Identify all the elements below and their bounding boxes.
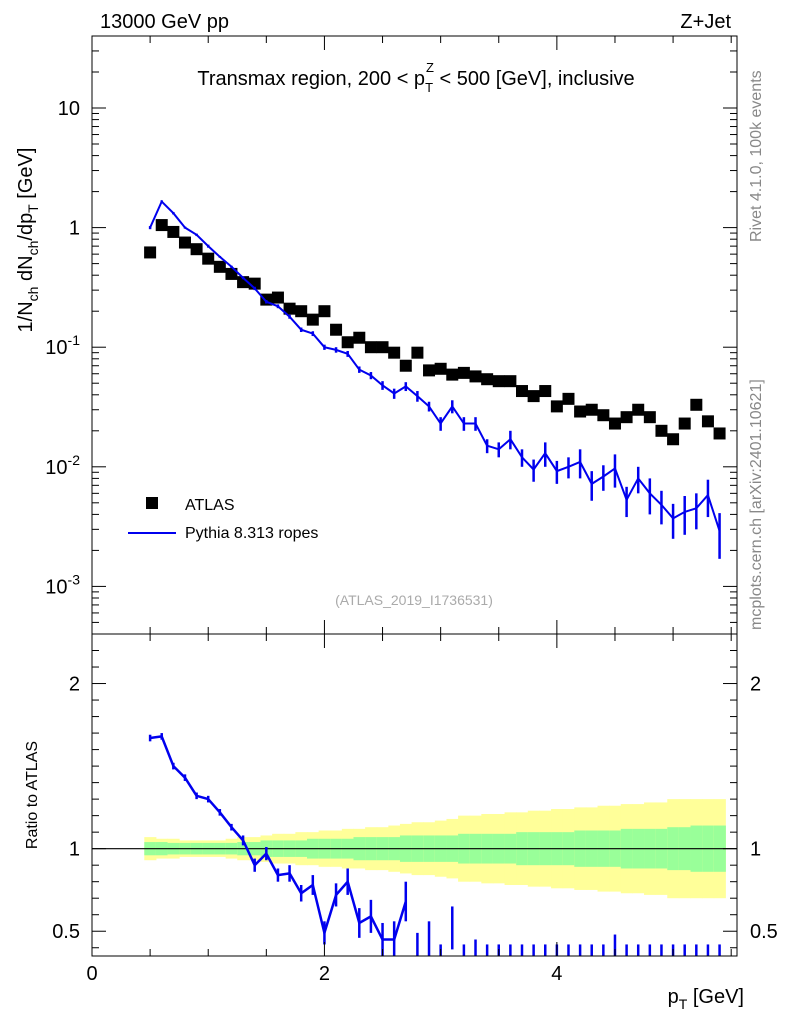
atlas-point: [701, 415, 714, 428]
title-prefix: Transmax region, 200 < p: [197, 68, 425, 90]
x-axis-label: pT [GeV]: [668, 986, 744, 1012]
atlas-point: [271, 291, 284, 304]
atlas-point: [423, 364, 436, 377]
atlas-point: [469, 370, 482, 383]
ratio-y-tick-label-left: 0.5: [52, 921, 80, 943]
atlas-point: [295, 305, 308, 318]
ratio-frame: [91, 633, 738, 957]
legend-mc-label: Pythia 8.313 ropes: [185, 525, 318, 542]
title-sup: Z: [426, 60, 434, 75]
x-tick-label: 2: [319, 963, 330, 985]
atlas-point: [481, 373, 494, 386]
main-y-axis-label: 1/Nch dNch/dpT [GeV]: [15, 148, 41, 333]
atlas-point: [155, 219, 168, 232]
ratio-data: [148, 733, 721, 956]
atlas-point: [690, 398, 703, 411]
atlas-point: [667, 433, 680, 446]
atlas-point: [388, 346, 401, 359]
atlas-point: [190, 243, 203, 256]
atlas-point: [585, 403, 598, 416]
y-tick-label: 10-3: [45, 571, 80, 598]
y-tick-label: 10-1: [45, 332, 80, 359]
y-tick-label: 10: [58, 98, 80, 120]
atlas-point: [353, 331, 366, 344]
atlas-point: [446, 368, 459, 381]
atlas-point: [643, 411, 656, 424]
legend-data-marker: [146, 497, 158, 509]
atlas-point: [283, 302, 296, 315]
atlas-point: [527, 390, 540, 403]
atlas-point: [620, 411, 633, 424]
atlas-point: [318, 305, 331, 318]
main-frame: [91, 35, 738, 635]
ratio-panel: 0.5 0.5 1 1 2 2 0 2 4 Ratio to ATLAS pT [GeV]: [24, 633, 778, 1012]
header-left: 13000 GeV pp: [100, 11, 229, 33]
atlas-point: [597, 409, 610, 422]
atlas-point: [213, 260, 226, 273]
title-suffix: < 500 [GeV], inclusive: [434, 68, 635, 90]
atlas-point: [167, 225, 180, 238]
atlas-point: [376, 341, 389, 354]
ratio-y-axis-label: Ratio to ATLAS: [24, 741, 41, 849]
atlas-point: [574, 405, 587, 418]
atlas-point: [341, 336, 354, 349]
legend: ATLAS Pythia 8.313 ropes: [128, 497, 318, 542]
ratio-y-tick-label-right: 0.5: [750, 921, 778, 943]
atlas-point: [562, 392, 575, 405]
ratio-y-tick-label-right: 2: [750, 674, 761, 696]
main-panel: 10-3 10-2 10-1 1 10 Transmax region, 200 < p…: [15, 35, 738, 635]
title-sub: T: [425, 80, 433, 95]
atlas-point: [632, 403, 645, 416]
main-title: Transmax region, 200 < pTZ < 500 [GeV], …: [197, 60, 634, 95]
atlas-point: [457, 366, 470, 379]
atlas-point: [237, 276, 250, 289]
atlas-point: [306, 313, 319, 326]
main-ticks: 10-3 10-2 10-1 1 10: [45, 35, 737, 635]
atlas-point: [330, 323, 343, 336]
atlas-point: [144, 246, 157, 259]
atlas-point: [492, 375, 505, 388]
ratio-y-tick-label-left: 2: [69, 674, 80, 696]
y-tick-label: 10-2: [45, 452, 80, 479]
atlas-point: [434, 362, 447, 375]
x-tick-label: 0: [86, 963, 97, 985]
atlas-point: [678, 417, 691, 430]
atlas-point: [516, 385, 528, 398]
atlas-point: [539, 385, 552, 398]
ratio-y-tick-label-left: 1: [69, 839, 80, 861]
atlas-point: [608, 417, 621, 430]
atlas-point: [504, 375, 517, 388]
header-right: Z+Jet: [680, 11, 731, 33]
atlas-point: [202, 252, 215, 265]
watermark: (ATLAS_2019_I1736531): [335, 592, 493, 608]
x-tick-label: 4: [551, 963, 562, 985]
atlas-point: [364, 341, 377, 354]
atlas-point: [178, 236, 191, 249]
atlas-point: [411, 346, 424, 359]
mcplots-ref: mcplots.cern.ch [arXiv:2401.10621]: [748, 379, 765, 630]
ratio-ticks: 0.5 0.5 1 1 2 2 0 2 4: [52, 634, 778, 985]
main-data: [144, 199, 726, 559]
atlas-point: [399, 359, 412, 372]
atlas-point: [713, 427, 726, 440]
legend-data-label: ATLAS: [185, 497, 235, 514]
ratio-band: [92, 799, 737, 899]
atlas-point: [550, 400, 563, 413]
y-tick-label: 1: [69, 218, 80, 240]
ratio-y-tick-label-right: 1: [750, 839, 761, 861]
rivet-version: Rivet 4.1.0, 100k events: [748, 70, 765, 242]
mc-line: [149, 199, 721, 532]
atlas-point: [655, 424, 668, 437]
